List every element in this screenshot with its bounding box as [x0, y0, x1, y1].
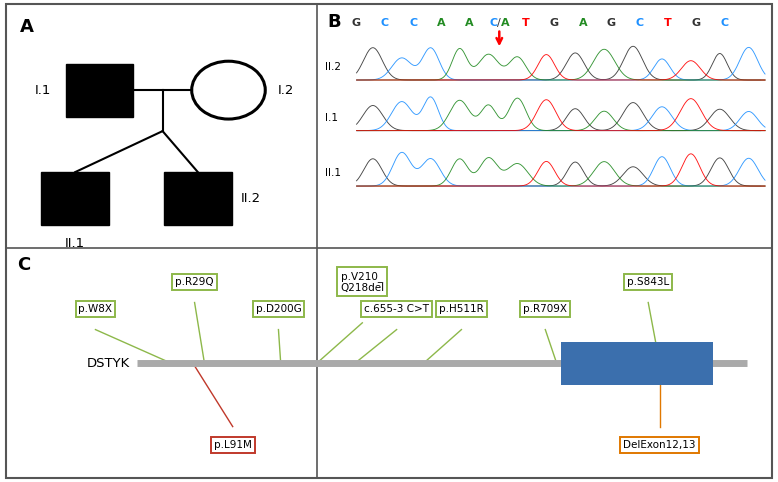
Text: G: G	[352, 18, 361, 27]
Text: p.D200G: p.D200G	[255, 304, 301, 314]
Text: C: C	[720, 18, 728, 27]
Text: /: /	[497, 18, 501, 27]
Text: p.S843L: p.S843L	[627, 277, 669, 287]
Bar	[560, 342, 713, 385]
Text: DelExon12,13: DelExon12,13	[623, 440, 696, 450]
Bar	[41, 172, 109, 225]
Text: I.2: I.2	[278, 84, 294, 96]
Text: C: C	[489, 18, 497, 27]
Text: II.2: II.2	[240, 192, 261, 205]
Text: p.R29Q: p.R29Q	[175, 277, 214, 287]
Bar	[164, 172, 232, 225]
Text: p.W8X: p.W8X	[79, 304, 113, 314]
Text: p.R709X: p.R709X	[524, 304, 567, 314]
Text: p.L91M: p.L91M	[214, 440, 251, 450]
Text: I.1: I.1	[34, 84, 51, 96]
Text: T: T	[664, 18, 671, 27]
Text: c.655-3 C>T: c.655-3 C>T	[364, 304, 429, 314]
Text: II.1: II.1	[325, 168, 341, 178]
Text: A: A	[579, 18, 587, 27]
Bar	[66, 64, 134, 117]
Text: DSTYK: DSTYK	[86, 357, 130, 370]
Text: C: C	[17, 256, 30, 274]
Text: T: T	[522, 18, 530, 27]
Text: I.1: I.1	[325, 113, 338, 123]
Text: II.1: II.1	[65, 237, 86, 250]
Text: C: C	[409, 18, 417, 27]
Text: II.2: II.2	[325, 62, 341, 72]
Text: G: G	[607, 18, 615, 27]
Text: C: C	[636, 18, 643, 27]
Text: B: B	[328, 13, 341, 31]
Text: G: G	[550, 18, 559, 27]
Text: G: G	[692, 18, 700, 27]
Text: p.V210_
Q218del: p.V210_ Q218del	[340, 271, 384, 294]
Text: A: A	[465, 18, 474, 27]
Text: A: A	[20, 18, 34, 36]
Text: A: A	[501, 18, 510, 27]
Text: C: C	[380, 18, 389, 27]
Text: p.H511R: p.H511R	[439, 304, 484, 314]
Text: A: A	[437, 18, 446, 27]
